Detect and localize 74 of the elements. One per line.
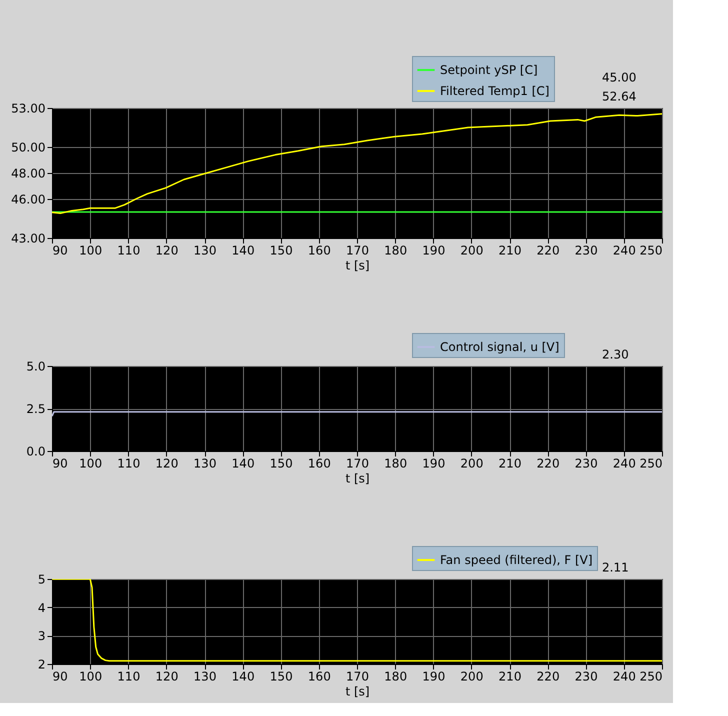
x-tick-label: 140 (232, 670, 255, 684)
x-tick-label: 230 (574, 670, 598, 684)
text: 2.11 (602, 560, 629, 574)
x-tick-label: 120 (155, 670, 178, 684)
x-tick-label: 200 (460, 456, 484, 470)
x-tick-label: 240 (612, 244, 636, 258)
x-tick-label: 100 (79, 670, 102, 684)
x-tick-label: 180 (384, 456, 408, 470)
x-tick-label: 140 (232, 456, 255, 470)
y-tick-label: 50.00 (11, 140, 46, 154)
y-tick-label: 46.00 (11, 192, 46, 206)
x-tick-label: 170 (346, 244, 369, 258)
x-tick-label: 150 (270, 456, 293, 470)
y-tick-label: 4 (38, 600, 46, 615)
y-tick-label: 0.0 (26, 444, 46, 458)
x-tick-label: 250 (640, 456, 662, 470)
x-tick-label: 200 (460, 670, 484, 684)
x-tick-label: 130 (194, 456, 216, 470)
x-axis-title: t [s] (345, 684, 370, 698)
x-tick-label: 180 (384, 244, 408, 258)
x-tick-label: 240 (612, 456, 636, 470)
x-axis-title: t [s] (345, 472, 370, 486)
text: 52.64 (602, 90, 636, 104)
text: 45.00 (602, 70, 636, 84)
x-tick-label: 150 (270, 670, 293, 684)
x-tick-label: 120 (155, 244, 178, 258)
x-tick-label: 250 (640, 670, 662, 684)
x-tick-label: 190 (422, 244, 446, 258)
legend-label: Filtered Temp1 [C] (440, 84, 550, 98)
x-tick-label: 100 (79, 244, 102, 258)
x-tick-label: 230 (574, 244, 598, 258)
x-tick-label: 160 (308, 456, 331, 470)
x-tick-label: 90 (52, 670, 68, 684)
x-tick-label: 90 (52, 244, 68, 258)
y-tick-label: 5.0 (26, 360, 46, 374)
x-tick-label: 130 (194, 244, 216, 258)
x-tick-label: 130 (194, 670, 216, 684)
x-tick-label: 180 (384, 670, 408, 684)
x-tick-label: 120 (155, 456, 178, 470)
y-tick-label: 5 (38, 572, 46, 586)
x-tick-label: 160 (308, 244, 331, 258)
x-axis-title: t [s] (345, 258, 370, 272)
y-tick-label: 53.00 (11, 102, 46, 116)
x-tick-label: 90 (52, 456, 68, 470)
text: 2.30 (602, 348, 629, 362)
legend-label: Setpoint ySP [C] (440, 63, 538, 77)
x-tick-label: 140 (232, 244, 255, 258)
x-tick-label: 210 (498, 670, 522, 684)
x-tick-label: 210 (498, 244, 522, 258)
x-tick-label: 220 (536, 456, 560, 470)
legend-label: Control signal, u [V] (440, 340, 560, 354)
x-tick-label: 160 (308, 670, 331, 684)
x-tick-label: 190 (422, 670, 446, 684)
x-tick-label: 150 (270, 244, 293, 258)
x-tick-label: 110 (117, 456, 140, 470)
y-tick-label: 2 (38, 658, 46, 672)
x-tick-label: 170 (346, 670, 369, 684)
x-tick-label: 110 (117, 244, 140, 258)
y-tick-label: 43.00 (11, 232, 46, 246)
x-tick-label: 100 (79, 456, 102, 470)
x-tick-label: 230 (574, 456, 598, 470)
y-tick-label: 2.5 (26, 402, 46, 416)
x-tick-label: 190 (422, 456, 446, 470)
y-tick-label: 48.00 (11, 166, 46, 180)
x-tick-label: 220 (536, 670, 560, 684)
x-tick-label: 170 (346, 456, 369, 470)
legend-label: Fan speed (filtered), F [V] (440, 553, 593, 567)
x-tick-label: 110 (117, 670, 140, 684)
x-tick-label: 210 (498, 456, 522, 470)
x-tick-label: 250 (640, 244, 662, 258)
y-tick-label: 3 (38, 629, 46, 644)
x-tick-label: 200 (460, 244, 484, 258)
x-tick-label: 220 (536, 244, 560, 258)
x-tick-label: 240 (612, 670, 636, 684)
